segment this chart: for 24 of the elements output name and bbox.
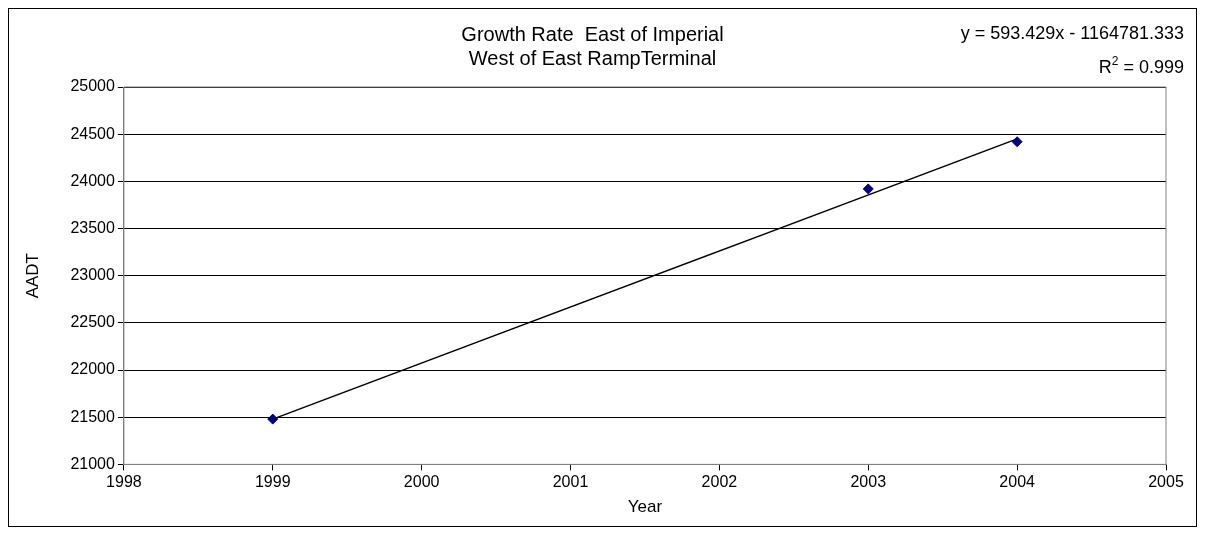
point: [1011, 136, 1023, 148]
point: [267, 413, 279, 425]
y-tick-label: 23500: [70, 218, 115, 236]
y-tick-label: 24000: [70, 171, 115, 189]
y-tick-label: 22000: [70, 360, 115, 378]
y-axis-title: AADT: [22, 253, 42, 299]
point: [862, 183, 874, 195]
x-tick-label: 2004: [999, 473, 1036, 491]
x-tick-label: 2000: [403, 473, 440, 491]
y-tick-label: 23000: [70, 266, 115, 284]
y-tick-label: 21500: [70, 407, 115, 425]
y-tick-label: 24500: [70, 124, 115, 142]
x-axis-title: Year: [627, 497, 663, 517]
x-tick-label: 1998: [106, 473, 142, 491]
x-tick-label: 2001: [552, 473, 589, 491]
chart-title: Growth Rate East of Imperial West of East RampTerminal: [461, 22, 724, 69]
x-tick-label: 2003: [850, 473, 887, 491]
y-tick-label: 25000: [70, 77, 115, 95]
y-tick-label: 22500: [70, 313, 115, 331]
text: y = 593.429x - 1164781.333: [960, 23, 1185, 43]
y-tick-label: 21000: [70, 454, 115, 472]
x-tick-label: 2002: [701, 473, 738, 491]
x-tick-label: 2005: [1148, 473, 1184, 491]
x-tick-label: 1999: [254, 473, 291, 491]
